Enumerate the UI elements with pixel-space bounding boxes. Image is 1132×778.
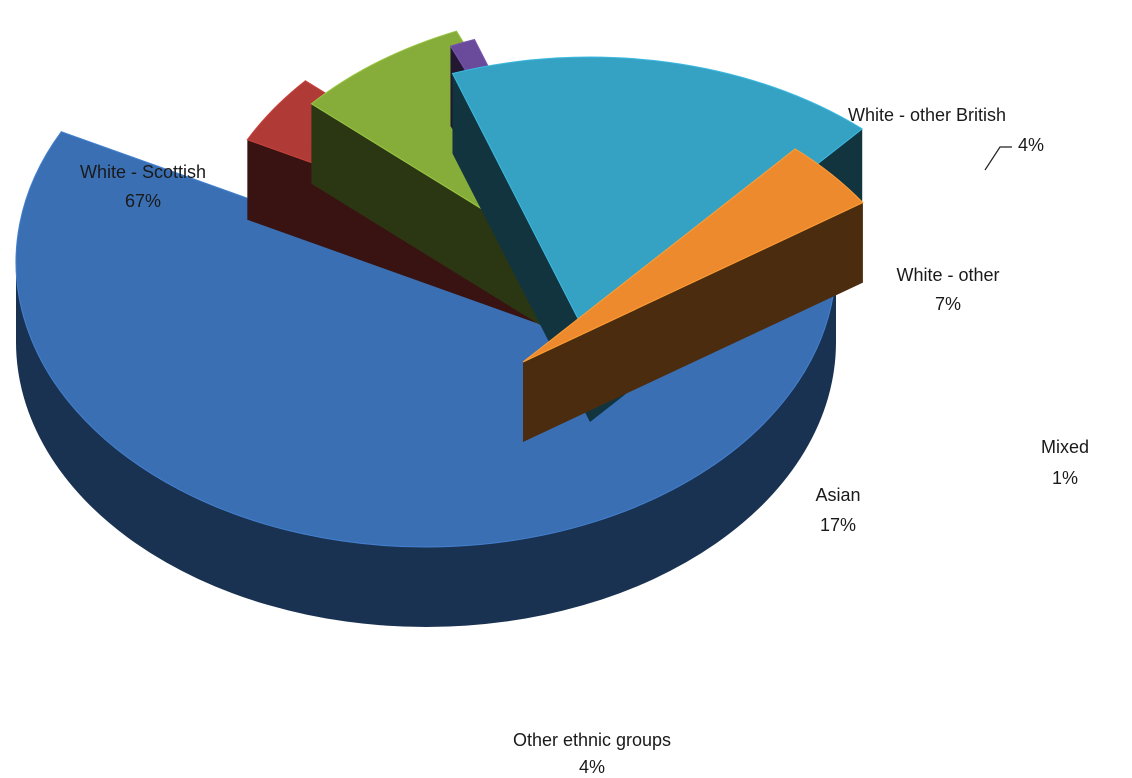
leader-line-white-other-british — [984, 146, 1012, 171]
label-white-other: White - other — [896, 265, 999, 285]
pie-labels: White - Scottish 67% White - other Briti… — [80, 105, 1089, 777]
pct-asian: 17% — [820, 515, 856, 535]
pct-mixed: 1% — [1052, 468, 1078, 488]
pct-white-other: 7% — [935, 294, 961, 314]
slice-side-white-scottish-0 — [16, 262, 836, 627]
slice-top-other-ethnic-groups — [522, 148, 864, 363]
slice-wall-other-ethnic-groups-1 — [523, 202, 863, 442]
slice-top-asian — [451, 56, 864, 343]
label-white-scottish: White - Scottish — [80, 162, 206, 182]
pie-slices — [15, 30, 864, 627]
pct-white-other-british: 4% — [1018, 135, 1044, 155]
label-other-ethnic-groups: Other ethnic groups — [513, 730, 671, 750]
label-asian: Asian — [815, 485, 860, 505]
pct-white-scottish: 67% — [125, 191, 161, 211]
label-mixed: Mixed — [1041, 437, 1089, 457]
slice-other-ethnic-groups — [522, 148, 864, 442]
slice-wall-asian-0 — [452, 73, 590, 423]
label-white-other-british: White - other British — [848, 105, 1006, 125]
pct-other-ethnic-groups: 4% — [579, 757, 605, 777]
